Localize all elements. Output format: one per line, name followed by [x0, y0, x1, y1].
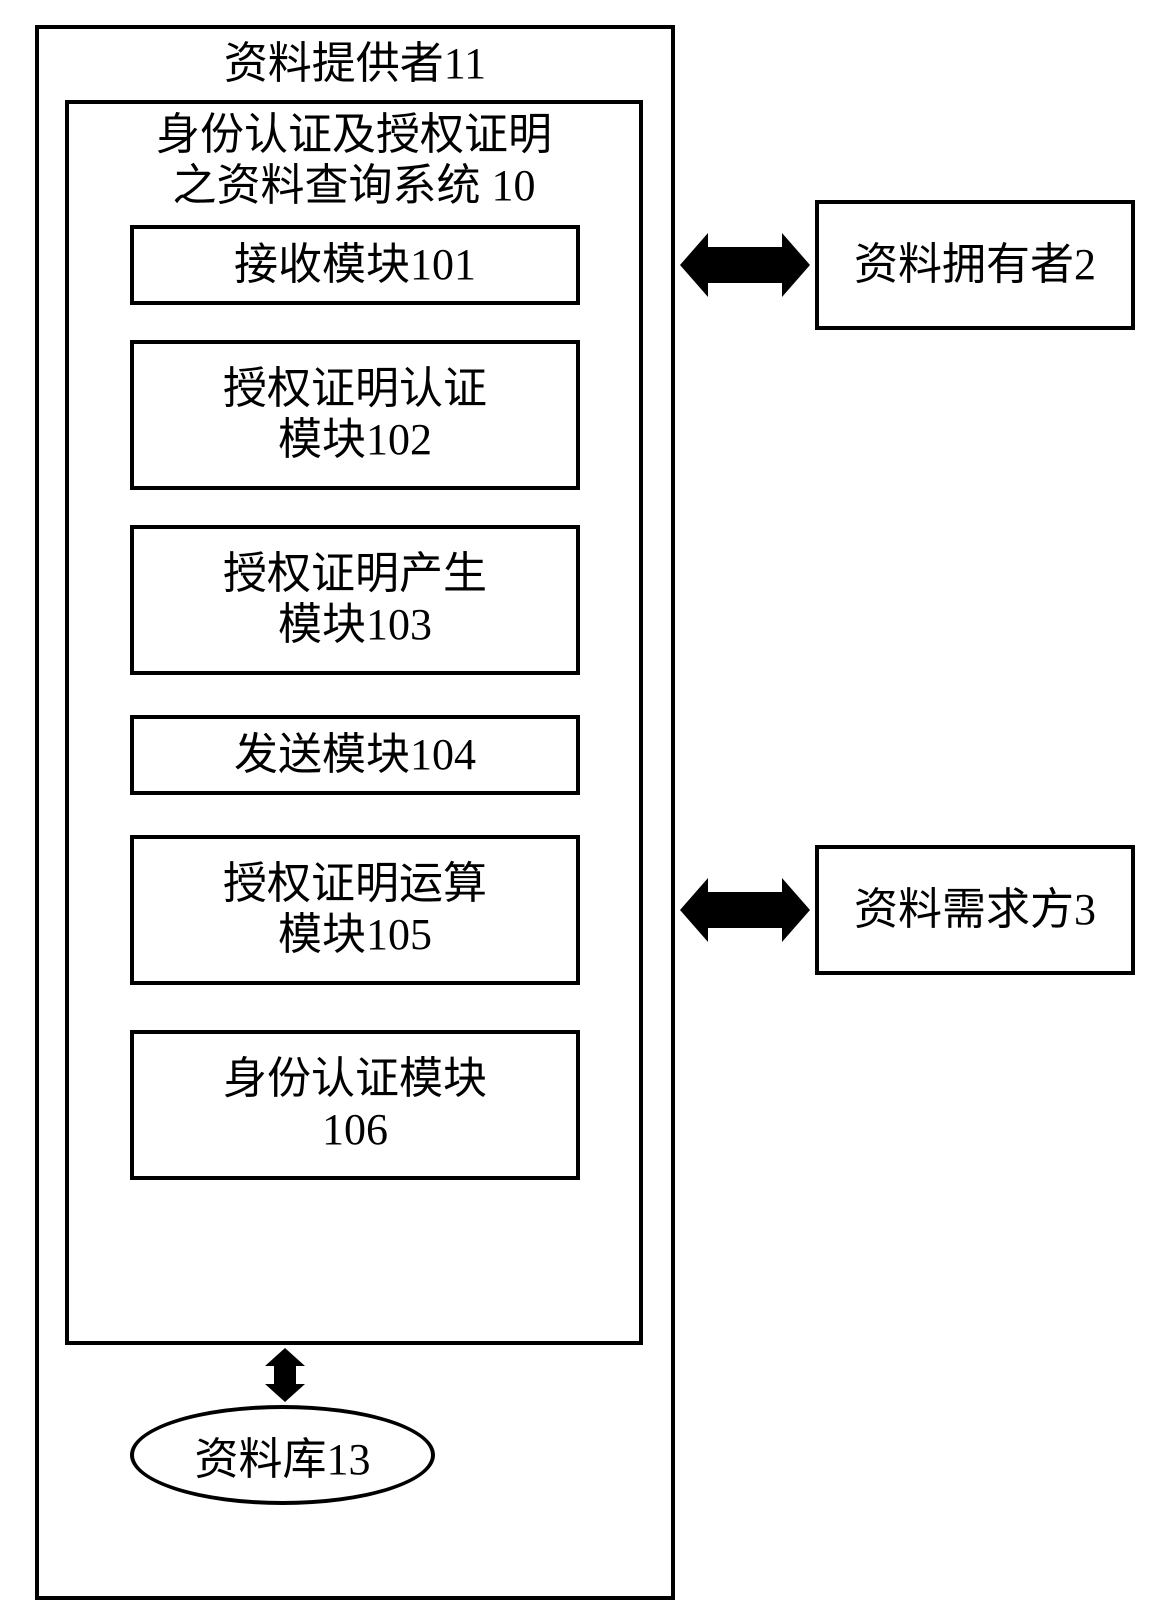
double-arrow-vertical	[265, 1348, 305, 1402]
arrows-layer	[0, 0, 1167, 1620]
diagram-canvas: 资料提供者11 身份认证及授权证明 之资料查询系统 10 接收模块101授权证明…	[0, 0, 1167, 1620]
double-arrow-horizontal	[680, 878, 810, 942]
double-arrow-horizontal	[680, 233, 810, 297]
